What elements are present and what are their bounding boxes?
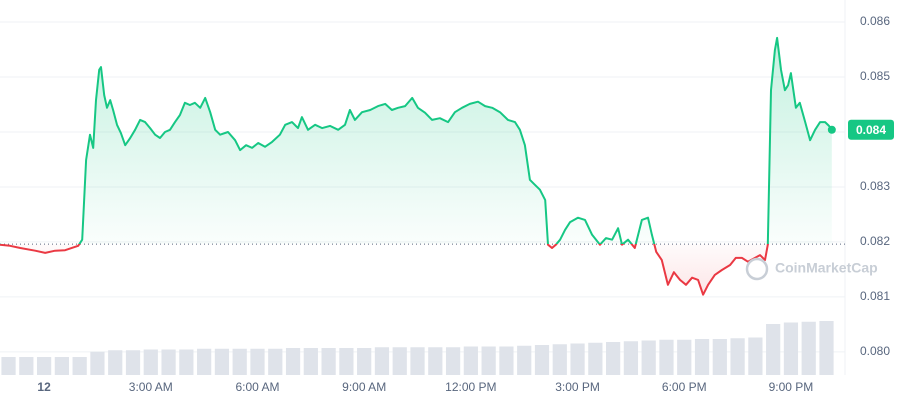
y-tick-label: 0.082 <box>860 234 890 248</box>
x-tick-label: 3:00 PM <box>555 380 600 394</box>
volume-bar <box>357 348 372 375</box>
x-tick-label: 3:00 AM <box>129 380 173 394</box>
background-layer <box>0 0 846 375</box>
volume-bar <box>534 345 550 375</box>
volume-bar <box>321 348 336 375</box>
volume-bar <box>801 321 816 375</box>
volume-bar <box>481 346 496 375</box>
y-tick-label: 0.086 <box>860 14 890 28</box>
price-badge <box>848 119 894 140</box>
volume-bar <box>197 348 212 375</box>
volume-bar <box>250 348 265 375</box>
last-point <box>827 125 836 134</box>
volume-bar <box>179 349 194 375</box>
volume-bar <box>570 343 585 375</box>
volume-bar <box>819 321 834 375</box>
volume-bar <box>72 357 87 375</box>
volume-bar <box>517 345 532 375</box>
y-tick-label: 0.085 <box>860 69 890 83</box>
x-tick-label: 12:00 PM <box>445 380 496 394</box>
volume-bar <box>1 357 16 375</box>
volume-bar <box>677 339 692 375</box>
volume-bar <box>161 349 176 375</box>
volume-bar <box>143 349 158 375</box>
volume-bar <box>552 344 567 375</box>
volume-bar <box>499 346 514 375</box>
volume-bar <box>623 341 639 375</box>
x-tick-label: 6:00 PM <box>662 380 707 394</box>
volume-bar <box>90 351 105 375</box>
x-tick-label: 9:00 PM <box>769 380 814 394</box>
x-tick-label: 12 <box>37 380 51 394</box>
x-tick-label: 9:00 AM <box>342 380 386 394</box>
volume-bar <box>694 339 710 375</box>
volume-bar <box>36 357 52 375</box>
watermark-logo <box>745 257 769 281</box>
volume-bar <box>641 340 656 375</box>
volume-bar <box>783 322 799 375</box>
volume-bar <box>125 350 141 375</box>
volume-bar <box>463 346 478 375</box>
volume-bar <box>108 350 123 375</box>
volume-bar <box>606 342 621 375</box>
volume-bar <box>588 342 603 375</box>
volume-bar <box>214 348 230 375</box>
volume-bar <box>428 347 443 375</box>
volume-bar <box>766 324 781 375</box>
price-badge-label: 0.084 <box>856 123 886 137</box>
y-tick-label: 0.083 <box>860 179 890 193</box>
price-area <box>0 37 832 295</box>
volume-bar <box>54 357 69 375</box>
y-tick-label: 0.080 <box>860 344 890 358</box>
volume-bar <box>268 348 283 375</box>
volume-bar <box>303 348 318 375</box>
price-line <box>0 36 833 296</box>
volume-bar <box>19 357 34 375</box>
volume-bar <box>748 337 763 375</box>
volume-bar <box>445 347 461 375</box>
volume-bar <box>659 339 674 375</box>
volume-bar <box>712 339 727 375</box>
volume-bar <box>339 348 354 375</box>
volume-bar <box>392 347 407 375</box>
x-tick-label: 6:00 AM <box>235 380 279 394</box>
volume-bar <box>285 348 301 375</box>
foreground-layer: 0.080 0.081 0.082 0.083 0.084 0.085 0.086 12 3:0… <box>0 14 894 394</box>
volume-bar <box>374 347 390 375</box>
y-tick-label: 0.081 <box>860 289 890 303</box>
volume-bar <box>232 348 247 375</box>
volume-bar <box>730 338 745 375</box>
volume-bar <box>410 347 425 375</box>
watermark: CoinMarketCap <box>775 260 878 276</box>
